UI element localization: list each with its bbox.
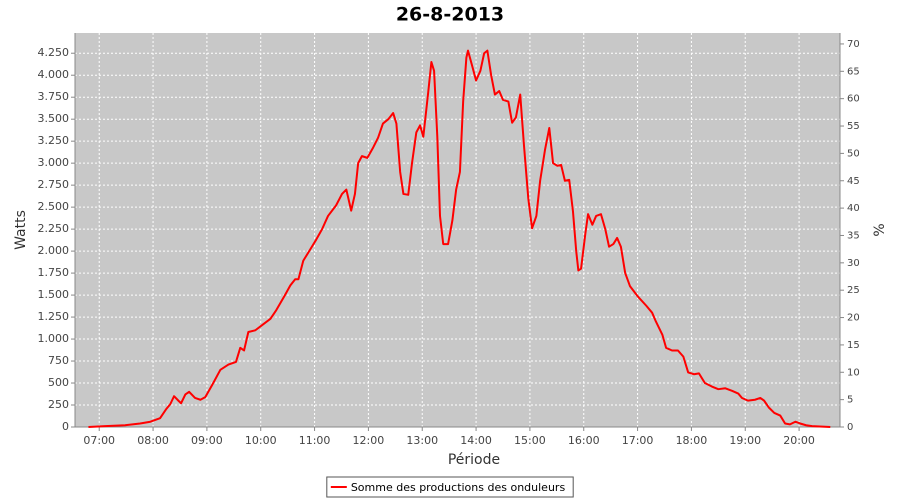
y2-tick-label: 30 xyxy=(847,258,860,269)
y2-tick-label: 45 xyxy=(847,176,860,187)
data-line xyxy=(88,49,831,428)
x-tick-label: 07:00 xyxy=(83,434,115,447)
y2-tick-label: 10 xyxy=(847,367,860,378)
x-tick-label: 09:00 xyxy=(191,434,223,447)
y2-tick-label: 40 xyxy=(847,203,860,214)
x-tick-label: 10:00 xyxy=(245,434,277,447)
y-tick-label: 2.000 xyxy=(38,244,70,257)
y-tick-label: 2.750 xyxy=(38,178,70,191)
x-tick-label: 16:00 xyxy=(568,434,600,447)
plot-area xyxy=(75,33,840,427)
y-tick-label: 3.000 xyxy=(38,156,70,169)
y2-tick-label: 0 xyxy=(847,422,853,433)
y2-tick-label: 20 xyxy=(847,313,860,324)
y-tick-label: 4.000 xyxy=(38,68,70,81)
y-tick-label: 3.750 xyxy=(38,90,70,103)
y2-tick-label: 60 xyxy=(847,94,860,105)
y2-tick-label: 70 xyxy=(847,39,860,50)
x-tick-label: 19:00 xyxy=(729,434,761,447)
y2-tick-label: 25 xyxy=(847,285,860,296)
legend-box xyxy=(326,476,574,498)
x-tick-label: 13:00 xyxy=(406,434,438,447)
x-tick-label: 08:00 xyxy=(137,434,169,447)
y-tick-label: 3.250 xyxy=(38,134,70,147)
y2-axis-title: % xyxy=(872,223,888,236)
y-tick-label: 1.750 xyxy=(38,266,70,279)
y-tick-label: 2.500 xyxy=(38,200,70,213)
legend-label: Somme des productions des onduleurs xyxy=(351,481,566,494)
x-tick-label: 12:00 xyxy=(353,434,385,447)
y-tick-label: 250 xyxy=(48,398,69,411)
y2-tick-label: 35 xyxy=(847,230,860,241)
y-tick-label: 3.500 xyxy=(38,112,70,125)
x-tick-label: 20:00 xyxy=(783,434,815,447)
y-tick-label: 1.000 xyxy=(38,332,70,345)
chart-title: 26-8-2013 xyxy=(396,4,504,26)
x-tick-label: 18:00 xyxy=(676,434,708,447)
legend: Somme des productions des onduleurs xyxy=(326,476,574,498)
y-axis-title: Watts xyxy=(13,210,29,250)
x-tick-label: 17:00 xyxy=(622,434,654,447)
x-axis-title: Période xyxy=(448,452,500,468)
y-tick-label: 750 xyxy=(48,354,69,367)
y2-tick-label: 15 xyxy=(847,340,860,351)
y-tick-label: 500 xyxy=(48,376,69,389)
y2-tick-label: 50 xyxy=(847,148,860,159)
y-tick-label: 1.250 xyxy=(38,310,70,323)
y-tick-label: 1.500 xyxy=(38,288,70,301)
y2-tick-label: 65 xyxy=(847,66,860,77)
y-tick-label: 0 xyxy=(62,420,69,433)
y2-tick-label: 55 xyxy=(847,121,860,132)
x-tick-label: 14:00 xyxy=(460,434,492,447)
y-tick-label: 4.250 xyxy=(38,46,70,59)
x-tick-label: 11:00 xyxy=(299,434,331,447)
y2-tick-label: 5 xyxy=(847,395,853,406)
y-tick-label: 2.250 xyxy=(38,222,70,235)
x-tick-label: 15:00 xyxy=(514,434,546,447)
